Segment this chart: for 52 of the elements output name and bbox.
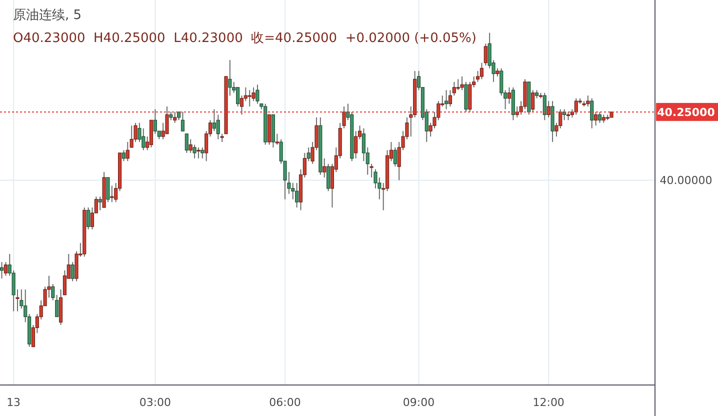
- candlestick: [484, 43, 488, 66]
- candlestick: [507, 86, 512, 104]
- y-tick-label: 40.00000: [660, 174, 712, 188]
- candlestick: [306, 146, 310, 162]
- candlestick: [574, 98, 578, 116]
- candlestick: [393, 146, 397, 168]
- candlestick: [212, 108, 216, 132]
- candlestick: [354, 130, 358, 159]
- candlestick: [180, 111, 185, 132]
- candlestick: [200, 146, 204, 159]
- candlestick: [110, 185, 114, 203]
- candlestick: [98, 196, 102, 211]
- text: O40.23000 H40.25000 L40.23000 收=40.25000 +0.02000 (+0.05%): [13, 31, 476, 46]
- x-tick-label: 03:00: [139, 396, 172, 409]
- candlestick: [126, 141, 130, 162]
- candlestick: [546, 100, 550, 118]
- candlestick: [500, 68, 504, 96]
- text: 原油连续, 5: [13, 8, 82, 23]
- candlestick: [370, 163, 374, 178]
- candlestick: [153, 108, 157, 134]
- candlestick: [590, 98, 594, 129]
- candlestick: [256, 84, 260, 104]
- candlestick: [130, 125, 134, 148]
- x-tick-label: 12:00: [532, 396, 564, 409]
- candlestick: [173, 111, 177, 124]
- candlestick: [248, 90, 252, 107]
- candlestick: [456, 78, 460, 91]
- candlestick: [216, 114, 220, 140]
- candlestick: [70, 262, 74, 282]
- candlestick: [594, 111, 598, 126]
- candlestick: [480, 62, 484, 80]
- candlestick: [184, 133, 188, 154]
- candlestick: [295, 182, 299, 208]
- x-tick-label: 13: [6, 396, 21, 409]
- x-tick-label: 09:00: [402, 396, 435, 409]
- candlestick: [542, 92, 546, 121]
- candlestick: [322, 158, 326, 178]
- x-tick-label: 06:00: [269, 396, 301, 409]
- candlestick: [598, 111, 602, 124]
- candlestick: [106, 176, 110, 203]
- candlestick: [122, 150, 126, 162]
- candlestick: [275, 133, 279, 146]
- candlestick: [444, 90, 448, 110]
- candlestick: [4, 262, 8, 276]
- candlestick: [460, 76, 464, 91]
- candlestick: [196, 146, 200, 159]
- candlestick: [531, 90, 535, 112]
- candlestick: [228, 60, 232, 96]
- candlestick: [86, 207, 90, 230]
- candlestick: [586, 95, 590, 107]
- candlestick: [0, 262, 4, 280]
- y-tick-label: 40.25000: [657, 106, 716, 119]
